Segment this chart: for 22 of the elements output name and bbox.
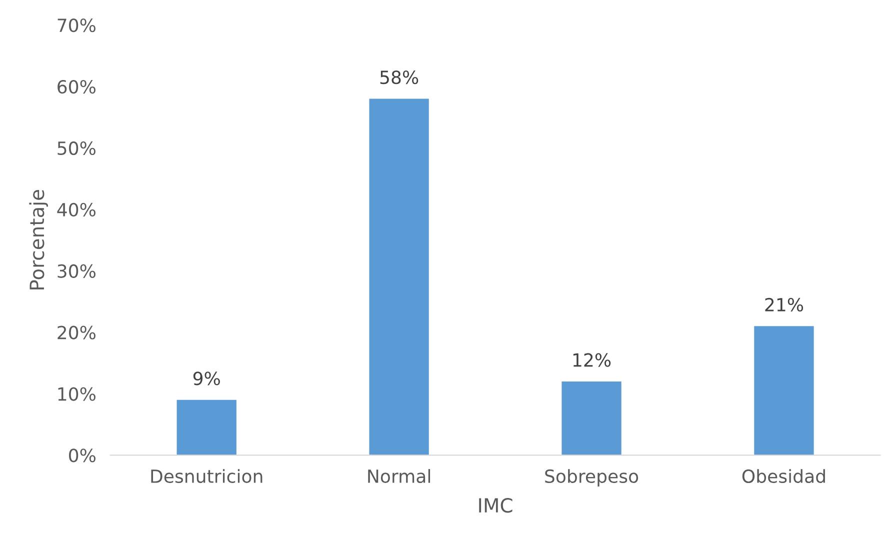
y-tick-label: 70% — [58, 18, 96, 32]
x-tick-label: Sobrepeso — [545, 469, 638, 487]
bar — [754, 326, 814, 456]
y-tick-label: 10% — [58, 387, 96, 401]
y-axis-title: Porcentaje — [29, 190, 48, 290]
bar — [562, 381, 622, 456]
y-tick-label: 50% — [58, 141, 96, 156]
x-tick-label: Normal — [368, 469, 430, 484]
data-label: 21% — [765, 298, 804, 312]
data-label: 12% — [573, 353, 611, 367]
data-label: 9% — [193, 372, 220, 386]
bar — [369, 98, 429, 456]
x-axis-title: IMC — [479, 498, 512, 513]
y-tick-label: 60% — [58, 80, 96, 94]
y-tick-label: 30% — [58, 264, 96, 278]
y-tick-label: 20% — [58, 326, 96, 340]
x-tick-label: Desnutricion — [151, 469, 262, 484]
x-tick-label: Obesidad — [742, 469, 825, 484]
y-tick-label: 0% — [69, 448, 96, 462]
y-tick-label: 40% — [57, 202, 96, 217]
data-label: 58% — [380, 70, 418, 84]
bar — [176, 400, 236, 456]
